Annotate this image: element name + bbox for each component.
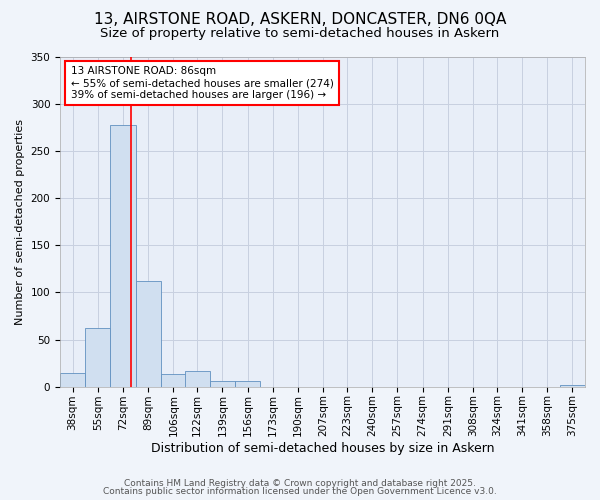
Bar [136,281,161,386]
Text: 13, AIRSTONE ROAD, ASKERN, DONCASTER, DN6 0QA: 13, AIRSTONE ROAD, ASKERN, DONCASTER, DN… [94,12,506,28]
Bar [210,381,235,386]
Text: Contains public sector information licensed under the Open Government Licence v3: Contains public sector information licen… [103,487,497,496]
Text: Size of property relative to semi-detached houses in Askern: Size of property relative to semi-detach… [100,28,500,40]
Bar [185,370,210,386]
Y-axis label: Number of semi-detached properties: Number of semi-detached properties [15,118,25,324]
Bar [85,328,110,386]
X-axis label: Distribution of semi-detached houses by size in Askern: Distribution of semi-detached houses by … [151,442,494,455]
Bar [161,374,186,386]
Text: Contains HM Land Registry data © Crown copyright and database right 2025.: Contains HM Land Registry data © Crown c… [124,478,476,488]
Bar [110,126,136,386]
Bar [235,381,260,386]
Bar [60,372,85,386]
Text: 13 AIRSTONE ROAD: 86sqm
← 55% of semi-detached houses are smaller (274)
39% of s: 13 AIRSTONE ROAD: 86sqm ← 55% of semi-de… [71,66,334,100]
Bar [560,385,585,386]
